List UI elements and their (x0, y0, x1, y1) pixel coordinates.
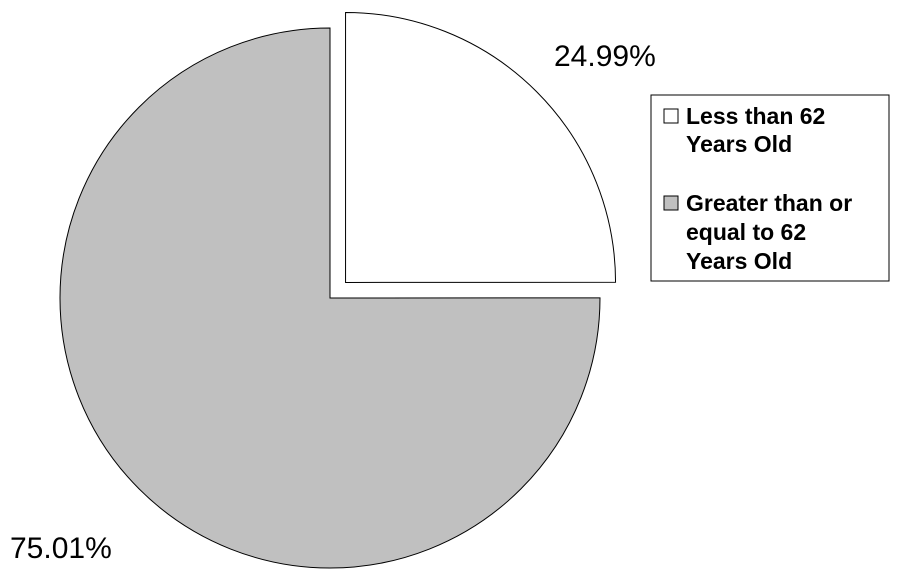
slice-value-label-62-and-over: 75.01% (10, 532, 112, 565)
legend-box (650, 94, 890, 282)
legend-label-62-and-over-line-3: Years Old (686, 248, 792, 274)
slice-less-than-62 (345, 11, 617, 283)
legend-swatch-62-and-over (663, 195, 679, 211)
legend-label-62-and-over-line-1: Greater than or (686, 190, 852, 216)
slice-value-label-less-than-62: 24.99% (554, 40, 656, 73)
legend-label-less-than-62-line-1: Less than 62 (686, 103, 825, 129)
legend-swatch-less-than-62 (663, 108, 679, 124)
legend-label-62-and-over-line-2: equal to 62 (686, 219, 806, 245)
legend-item-62-and-over: Greater than or equal to 62 Years Old (663, 190, 852, 274)
legend-label-less-than-62-line-2: Years Old (686, 131, 792, 157)
pie-slice-labels: 24.99% 75.01% (10, 40, 656, 565)
legend-item-less-than-62: Less than 62 Years Old (663, 103, 825, 157)
pie-slices (59, 11, 617, 569)
legend: Less than 62 Years Old Greater than or e… (650, 94, 890, 282)
slice-62-and-over (59, 27, 601, 569)
